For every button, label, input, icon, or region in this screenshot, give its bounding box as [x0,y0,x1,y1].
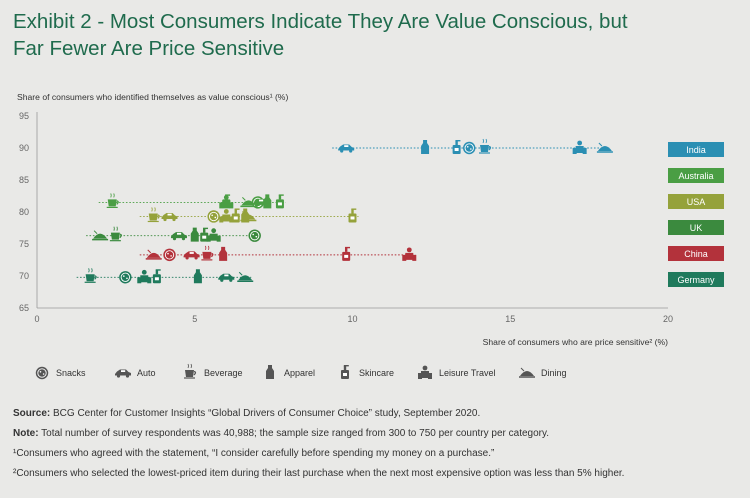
legend-item-apparel: Apparel [266,365,315,379]
country-legend-india: India [668,142,724,157]
traveler-icon [418,365,432,379]
data-point-apparel-icon [219,246,228,261]
data-point-auto-icon [218,273,235,282]
data-point-skincare-icon [452,140,461,154]
country-legend-australia: Australia [668,168,724,183]
country-legend-label: USA [687,197,706,207]
data-point-dining-icon [237,271,254,283]
x-axis-label: Share of consumers who are price sensiti… [483,337,668,347]
legend-label: Auto [137,368,156,378]
data-point-skincare-icon [348,208,357,223]
country-legend-germany: Germany [668,272,724,287]
legend-label: Apparel [284,368,315,378]
title-line-1: Exhibit 2 - Most Consumers Indicate They… [13,10,628,33]
y-axis-label: Share of consumers who identified themse… [17,92,288,102]
data-point-leisure-icon [219,195,234,209]
note-label: Note: [13,428,39,439]
note-text: Total number of survey respondents was 4… [38,428,550,439]
legend-label: Snacks [56,368,86,378]
data-point-auto-icon [338,144,355,153]
country-legend-china: China [668,246,724,261]
data-point-auto-icon [161,212,178,222]
snack-icon [35,366,49,380]
legend-label: Leisure Travel [439,368,496,378]
data-point-apparel-icon [193,269,202,284]
data-point-auto-icon [170,232,187,241]
y-tick-label: 75 [19,239,29,249]
data-point-leisure-icon [219,209,234,223]
y-tick-label: 70 [19,271,29,281]
legend-label: Skincare [359,368,394,378]
source-label: Source: [13,408,51,419]
data-point-dining-icon [240,211,257,222]
country-legend-label: Germany [677,275,715,285]
x-tick-label: 10 [347,314,357,324]
y-tick-label: 80 [19,207,29,217]
country-legend-label: China [684,249,708,259]
title-line-2: Far Fewer Are Price Sensitive [13,37,285,60]
x-tick-label: 20 [663,314,673,324]
footnote-2: ²Consumers who selected the lowest-price… [13,468,625,479]
data-point-beverage-icon [201,245,214,261]
data-point-skincare-icon [152,269,161,284]
data-point-dining-icon [596,142,613,153]
legend-label: Beverage [204,368,243,378]
data-point-snacks-icon [207,210,220,223]
data-point-snacks-icon [248,229,261,242]
data-point-beverage-icon [84,268,97,283]
country-legend-label: India [686,145,706,155]
data-point-auto-icon [183,251,200,260]
data-point-snacks-icon [119,271,132,284]
x-tick-label: 0 [34,314,39,324]
legend-item-dining: Dining [519,367,567,378]
country-legend-usa: USA [668,194,724,209]
scatter-chart: 65 70 75 80 85 90 95 0 5 10 15 20 Share of consumers… [17,92,724,380]
legend-item-leisure: Leisure Travel [418,365,496,379]
data-point-skincare-icon [342,246,351,261]
country-legend-uk: UK [668,220,724,235]
data-point-apparel-icon [421,140,430,154]
data-point-snacks-icon [463,141,476,155]
y-tick-label: 85 [19,175,29,185]
notes-block: Source: BCG Center for Customer Insights… [13,404,743,484]
data-point-leisure-icon [572,140,587,154]
data-point-apparel-icon [190,227,199,242]
legend-item-skincare: Skincare [341,365,394,379]
data-point-beverage-icon [106,193,119,209]
data-point-dining-icon [92,230,109,241]
data-point-snacks-icon [163,248,176,262]
source-note: Source: BCG Center for Customer Insights… [13,404,743,424]
cup-icon [184,363,197,379]
source-text: BCG Center for Customer Insights “Global… [50,408,481,419]
dining-icon [519,367,535,378]
footnote-1: ¹Consumers who agreed with the statement… [13,448,495,459]
data-point-skincare-icon [231,208,240,223]
data-point-beverage-icon [147,207,160,223]
data-point-beverage-icon [109,226,122,242]
y-tick-label: 95 [19,111,29,121]
data-point-dining-icon [145,249,162,260]
shirt-icon [266,365,274,379]
x-tick-label: 5 [192,314,197,324]
data-point-leisure-icon [402,247,417,261]
legend-item-beverage: Beverage [184,363,243,379]
country-legend-label: Australia [678,171,713,181]
x-tick-label: 15 [505,314,515,324]
data-point-skincare-icon [200,227,209,242]
legend-item-snacks: Snacks [35,366,86,380]
sample-note: Note: Total number of survey respondents… [13,424,743,444]
data-point-apparel-icon [263,194,272,209]
data-point-leisure-icon [137,269,152,284]
page-title: Exhibit 2 - Most Consumers Indicate They… [13,8,733,62]
legend-item-auto: Auto [115,368,156,378]
y-tick-label: 65 [19,303,29,313]
legend-label: Dining [541,368,567,378]
data-point-skincare-icon [275,194,284,209]
data-point-beverage-icon [479,138,492,154]
data-point-leisure-icon [206,228,221,242]
y-tick-label: 90 [19,143,29,153]
country-legend-label: UK [690,223,703,233]
car-icon [115,369,131,378]
bottle-icon [341,365,349,379]
